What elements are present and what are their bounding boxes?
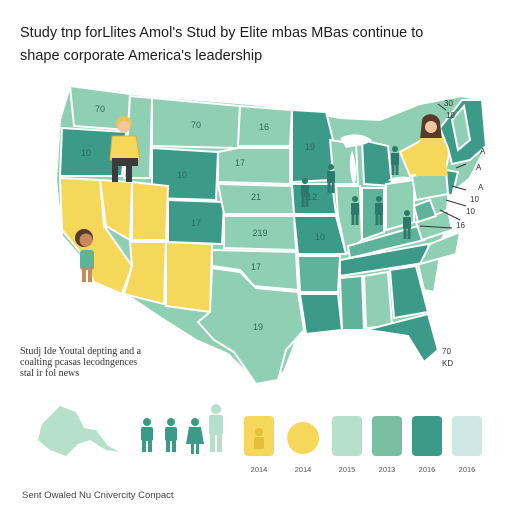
state-va xyxy=(414,208,454,242)
business-figures xyxy=(301,146,411,239)
title-line-2: shape corporate America's leadership xyxy=(20,48,263,64)
footer-source: Sent Owaled Nu Cnivercity Conpact xyxy=(22,490,174,501)
legend-year-label: 2014 xyxy=(294,465,312,474)
legend-year-label: 2014 xyxy=(250,465,268,474)
side-label-ne6: 10 xyxy=(470,195,479,204)
state-label-ne: 21 xyxy=(251,192,261,202)
state-or xyxy=(58,126,128,177)
state-label-co: 17 xyxy=(191,218,201,228)
business-figure xyxy=(301,178,309,207)
state-wv xyxy=(412,198,438,224)
legend-year-label: 2016 xyxy=(458,465,476,474)
state-label-tx: 19 xyxy=(253,322,263,332)
state-vt-nh xyxy=(450,103,472,152)
state-ut xyxy=(131,180,170,241)
state-la xyxy=(298,293,344,336)
business-figure xyxy=(351,196,359,225)
business-figure xyxy=(327,164,335,193)
state-ar xyxy=(296,255,342,293)
state-label-mt: 70 xyxy=(191,120,201,130)
state-mi xyxy=(360,138,394,188)
state-label-nd: 16 xyxy=(259,122,269,132)
state-label-mn: 19 xyxy=(305,142,315,152)
legend-swatch xyxy=(287,422,319,454)
state-label-ia: 12 xyxy=(307,192,317,202)
state-ks xyxy=(223,215,298,252)
note-line-1: Studj Ide Youtal depting and a xyxy=(20,346,142,357)
state-nv xyxy=(98,178,134,242)
legend-swatch xyxy=(332,416,362,456)
side-label-ne1: 30 xyxy=(444,99,453,108)
business-figure xyxy=(391,146,399,175)
state-nj xyxy=(444,168,460,198)
state-nm xyxy=(165,240,214,314)
map-note: Studj Ide Youtal depting and a coalting … xyxy=(20,346,220,379)
state-label-mo: 10 xyxy=(315,232,325,242)
side-label-ne3: A xyxy=(480,147,486,156)
page-title: Study tnp forLlites Amol's Stud by Elite… xyxy=(20,22,490,68)
state-ms xyxy=(338,274,366,331)
side-label-ne4: A xyxy=(476,163,482,172)
great-lakes xyxy=(340,134,412,186)
legend-year-label: 2015 xyxy=(338,465,356,474)
state-nc xyxy=(418,230,462,266)
business-figure xyxy=(375,196,383,225)
state-tx xyxy=(196,266,306,386)
side-label-ne5: A xyxy=(478,183,484,192)
note-line-2: coalting pcasas lecodngences xyxy=(20,357,138,368)
legend-swatch-figure xyxy=(254,428,264,449)
side-label-ne8: 16 xyxy=(456,221,465,230)
state-sd xyxy=(217,147,291,186)
state-co xyxy=(167,198,226,246)
state-al xyxy=(362,270,394,330)
legend-swatch xyxy=(412,416,442,456)
person-figure-idaho xyxy=(109,116,141,182)
state-label-wa: 70 xyxy=(95,104,105,114)
state-ga xyxy=(388,264,430,320)
business-figure xyxy=(403,210,411,239)
side-label-se1: 70 xyxy=(442,347,451,356)
side-label-ne2: 10 xyxy=(446,111,455,120)
state-label-wy: 10 xyxy=(177,170,187,180)
person-figure-cali xyxy=(75,229,94,282)
state-ak xyxy=(38,406,120,456)
legend-figures xyxy=(141,404,223,454)
legend-year-label: 2013 xyxy=(378,465,396,474)
state-label-sd: 17 xyxy=(235,158,245,168)
callout-lines xyxy=(419,103,467,229)
legend-year-label: 2016 xyxy=(418,465,436,474)
state-label-ok: 17 xyxy=(251,262,261,272)
state-label-or: 10 xyxy=(81,148,91,158)
side-label-se2: KD xyxy=(442,359,453,368)
side-label-ne7: 10 xyxy=(466,207,475,216)
state-label-ks: 219 xyxy=(252,228,267,238)
title-line-1: Study tnp forLlites Amol's Stud by Elite… xyxy=(20,25,424,41)
note-line-3: stal ir fol news xyxy=(20,368,80,379)
state-az xyxy=(122,241,168,306)
state-fl xyxy=(365,312,440,364)
legend-swatch xyxy=(372,416,402,456)
state-nd xyxy=(236,104,294,147)
legend-swatch xyxy=(452,416,482,456)
person-figure-newengland xyxy=(416,114,448,176)
